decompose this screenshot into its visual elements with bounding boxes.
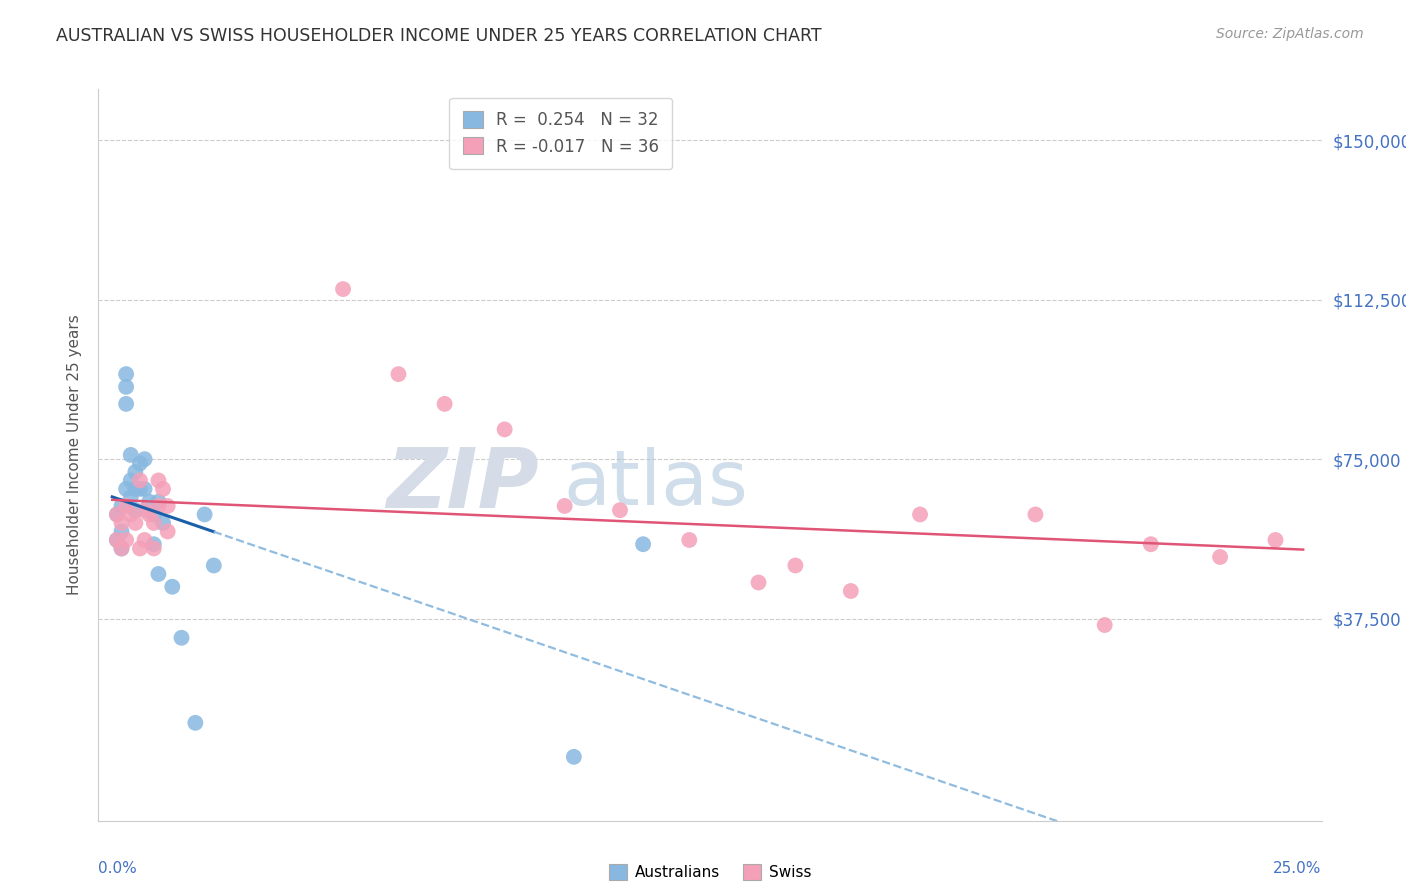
Point xyxy=(184,715,207,730)
Point xyxy=(562,749,585,764)
Point xyxy=(839,584,862,599)
Point xyxy=(1094,618,1116,632)
Point xyxy=(105,508,128,522)
Point xyxy=(110,524,132,539)
Point xyxy=(115,533,138,547)
Point xyxy=(142,537,165,551)
Point xyxy=(1024,508,1046,522)
Text: 25.0%: 25.0% xyxy=(1274,861,1322,876)
Point xyxy=(110,541,132,556)
Point xyxy=(115,499,138,513)
Point xyxy=(124,465,146,479)
Text: AUSTRALIAN VS SWISS HOUSEHOLDER INCOME UNDER 25 YEARS CORRELATION CHART: AUSTRALIAN VS SWISS HOUSEHOLDER INCOME U… xyxy=(56,27,823,45)
Point xyxy=(124,503,146,517)
Point xyxy=(631,537,654,551)
Point xyxy=(148,474,170,488)
Point xyxy=(115,482,138,496)
Point xyxy=(138,494,160,508)
Point xyxy=(1264,533,1286,547)
Point xyxy=(152,516,174,530)
Point xyxy=(120,508,142,522)
Point xyxy=(494,422,516,436)
Point xyxy=(785,558,807,573)
Point xyxy=(1140,537,1163,551)
Point xyxy=(129,482,152,496)
Point xyxy=(115,397,138,411)
Text: ZIP: ZIP xyxy=(387,443,538,524)
Point xyxy=(120,491,142,505)
Point xyxy=(105,533,128,547)
Point xyxy=(134,452,156,467)
Point xyxy=(332,282,354,296)
Text: 0.0%: 0.0% xyxy=(98,861,138,876)
Point xyxy=(142,516,165,530)
Point xyxy=(105,533,128,547)
Point xyxy=(194,508,217,522)
Point xyxy=(129,474,152,488)
Point xyxy=(170,631,193,645)
Point xyxy=(148,566,170,581)
Point xyxy=(110,499,132,513)
Point xyxy=(138,508,160,522)
Point xyxy=(142,508,165,522)
Point xyxy=(554,499,576,513)
Point xyxy=(124,516,146,530)
Point xyxy=(129,541,152,556)
Point xyxy=(115,380,138,394)
Point xyxy=(110,516,132,530)
Text: Source: ZipAtlas.com: Source: ZipAtlas.com xyxy=(1216,27,1364,41)
Point xyxy=(156,524,179,539)
Point xyxy=(134,482,156,496)
Point xyxy=(142,541,165,556)
Point xyxy=(1209,549,1232,564)
Point xyxy=(162,580,184,594)
Point xyxy=(152,482,174,496)
Point xyxy=(129,457,152,471)
Legend: Australians, Swiss: Australians, Swiss xyxy=(603,858,817,886)
Point xyxy=(134,533,156,547)
Point xyxy=(110,541,132,556)
Point xyxy=(124,482,146,496)
Point xyxy=(747,575,769,590)
Point xyxy=(908,508,931,522)
Point xyxy=(202,558,225,573)
Point xyxy=(134,503,156,517)
Point xyxy=(120,448,142,462)
Point xyxy=(678,533,700,547)
Point xyxy=(105,508,128,522)
Point xyxy=(387,367,409,381)
Point xyxy=(156,499,179,513)
Point xyxy=(120,474,142,488)
Point xyxy=(433,397,456,411)
Text: atlas: atlas xyxy=(564,447,748,521)
Point xyxy=(148,494,170,508)
Y-axis label: Householder Income Under 25 years: Householder Income Under 25 years xyxy=(66,315,82,595)
Point xyxy=(115,367,138,381)
Point xyxy=(609,503,631,517)
Point xyxy=(148,499,170,513)
